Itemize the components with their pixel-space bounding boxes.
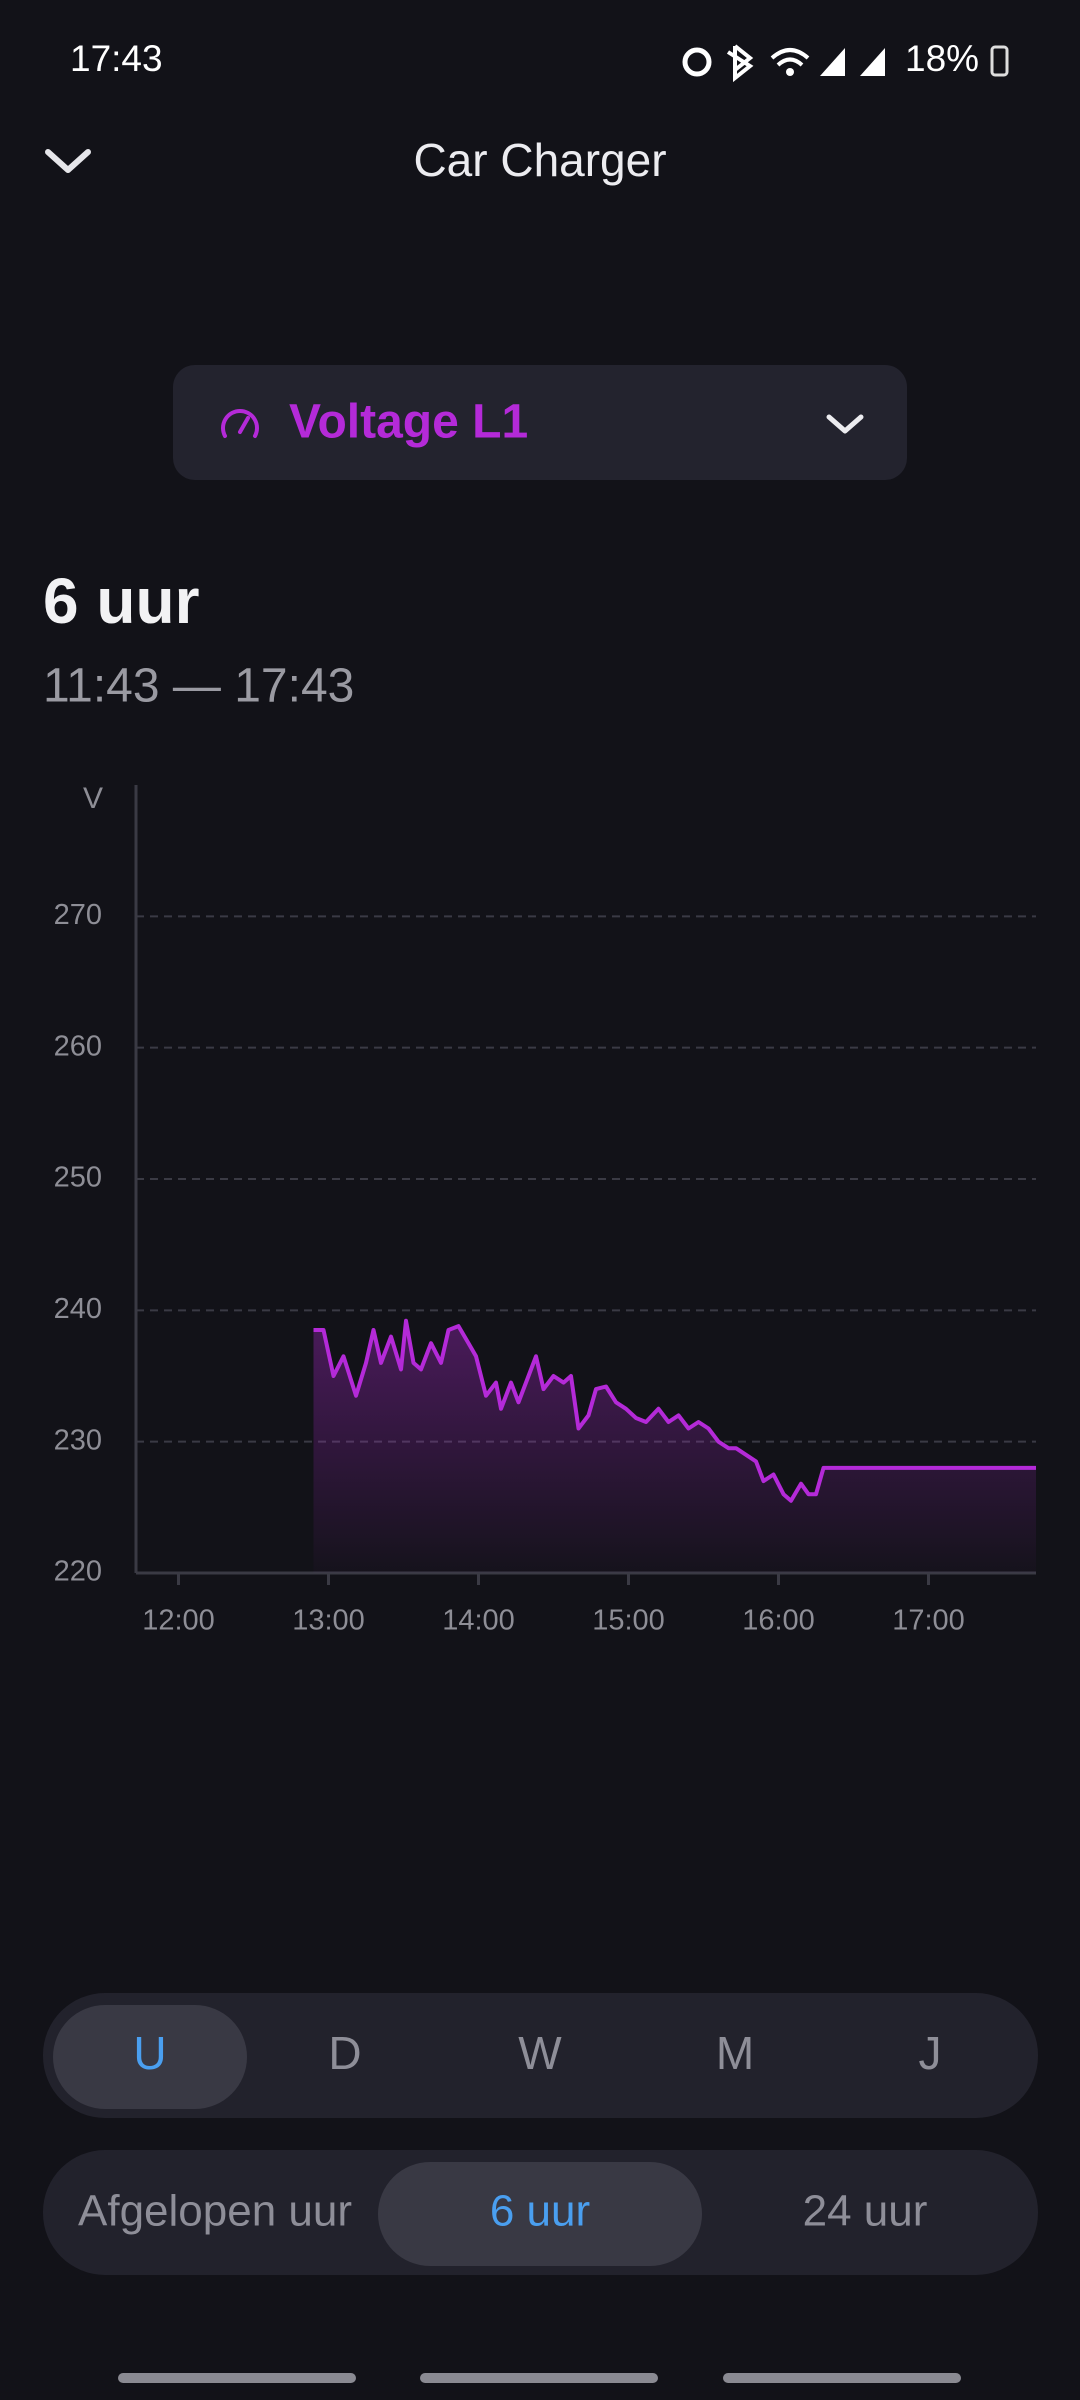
area-fill (313, 1320, 1036, 1573)
x-tick-label: 13:00 (292, 1605, 365, 1637)
selector-box[interactable] (173, 365, 907, 480)
y-tick-label: 250 (54, 1162, 102, 1194)
y-tick-label: 260 (54, 1030, 102, 1062)
y-tick-label: 220 (54, 1556, 102, 1588)
tab-selected-pill (53, 2005, 247, 2109)
y-axis-unit: V (83, 782, 103, 815)
x-tick-label: 15:00 (592, 1605, 665, 1637)
selector-chevron (826, 414, 864, 434)
tab[interactable]: M (716, 2027, 754, 2079)
selector-label: Voltage L1 (289, 396, 528, 449)
y-tick-label: 240 (54, 1293, 102, 1325)
metric-selector[interactable]: Voltage L1 (173, 365, 907, 480)
tab-selected-pill (378, 2162, 702, 2266)
tab-selected[interactable]: U (133, 2027, 166, 2079)
tab[interactable]: 24 uur (803, 2187, 928, 2236)
tab-selected[interactable]: 6 uur (490, 2187, 590, 2236)
y-tick-label: 270 (54, 899, 102, 931)
range-text: 11:43 — 17:43 (43, 660, 354, 713)
tab[interactable]: Afgelopen uur (78, 2187, 352, 2236)
x-tick-label: 12:00 (142, 1605, 215, 1637)
battery-icon (990, 45, 1009, 77)
gauge-needle (238, 416, 250, 434)
gauge-icon (221, 409, 259, 438)
y-tick-label: 230 (54, 1424, 102, 1456)
x-tick-label: 14:00 (442, 1605, 515, 1637)
x-tick-label: 16:00 (742, 1605, 815, 1637)
chart: V 220 230 240 250 260 270 12:00 13:00 14:00 15:00… (54, 782, 1036, 1637)
tab[interactable]: W (518, 2027, 562, 2079)
page-title: Car Charger (413, 134, 666, 186)
back-chevron[interactable] (45, 149, 91, 173)
range-tabs: Afgelopen uur 6 uur 24 uur (43, 2150, 1038, 2275)
status-time: 17:43 (70, 38, 163, 79)
line (313, 1318, 1036, 1503)
tab[interactable]: J (919, 2027, 942, 2079)
tabs-track (43, 1993, 1038, 2118)
x-tick-label: 17:00 (892, 1605, 965, 1637)
range-title: 6 uur (43, 565, 199, 637)
tab[interactable]: D (328, 2027, 361, 2079)
battery-percent: 18% (905, 38, 979, 79)
status-icons (682, 44, 885, 83)
